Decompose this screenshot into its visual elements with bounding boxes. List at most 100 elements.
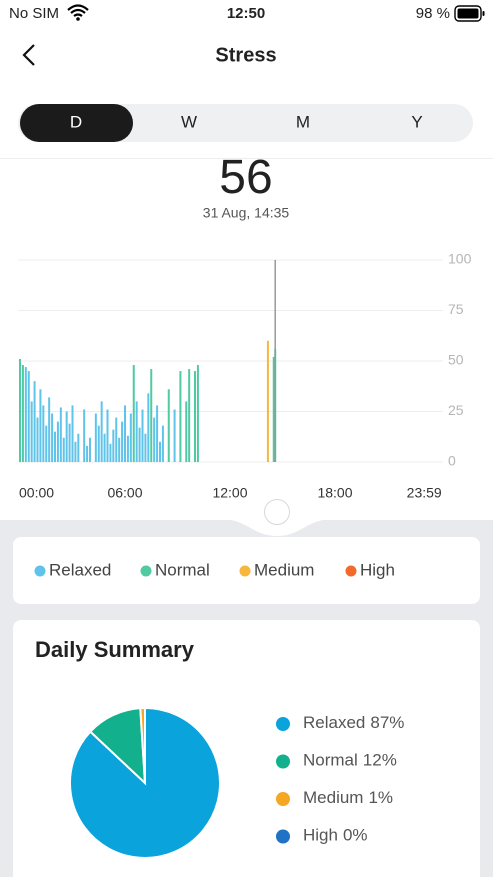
bar bbox=[129, 413, 132, 462]
x-tick-label: 00:00 bbox=[19, 485, 54, 501]
x-tick-label: 23:59 bbox=[407, 485, 442, 501]
bar bbox=[121, 421, 124, 462]
legend-dot bbox=[34, 565, 46, 577]
bar bbox=[266, 340, 269, 462]
bar bbox=[48, 397, 51, 462]
legend-label: Relaxed 87% bbox=[303, 713, 404, 732]
tab-selected[interactable] bbox=[20, 104, 133, 142]
tab-label[interactable]: W bbox=[181, 112, 197, 131]
bar bbox=[272, 356, 275, 462]
bar bbox=[94, 413, 97, 462]
bar bbox=[56, 421, 59, 462]
y-tick-label: 75 bbox=[448, 301, 464, 317]
bar bbox=[173, 409, 176, 462]
notch bbox=[220, 519, 334, 536]
bar bbox=[71, 405, 74, 462]
bar bbox=[196, 365, 199, 462]
bar bbox=[27, 371, 30, 462]
y-tick-label: 100 bbox=[448, 251, 472, 267]
bar bbox=[126, 435, 129, 462]
bar bbox=[156, 405, 159, 462]
bar bbox=[138, 427, 141, 462]
legend-category: Normal bbox=[303, 751, 358, 770]
legend-value: 1% bbox=[368, 788, 393, 807]
bar bbox=[51, 413, 54, 462]
legend-category: High bbox=[303, 826, 338, 845]
legend-dot bbox=[276, 754, 290, 769]
carrier: No SIM bbox=[9, 5, 59, 22]
legend-dot bbox=[276, 717, 290, 731]
slider-handle[interactable] bbox=[264, 499, 290, 525]
bar bbox=[194, 371, 196, 462]
reading-value: 56 bbox=[219, 151, 272, 204]
x-tick-label: 12:00 bbox=[212, 485, 247, 501]
legend-dot bbox=[276, 829, 290, 844]
bar bbox=[33, 381, 36, 462]
bar bbox=[54, 431, 56, 462]
battery-level: 98 % bbox=[416, 5, 450, 22]
summary-title: Daily Summary bbox=[35, 637, 195, 662]
legend-dot bbox=[345, 565, 357, 577]
bar bbox=[42, 405, 45, 462]
tab-label[interactable]: D bbox=[70, 112, 82, 131]
bar bbox=[83, 409, 86, 462]
bar bbox=[30, 401, 33, 462]
legend-dot bbox=[239, 565, 251, 577]
bar bbox=[100, 401, 103, 462]
bar bbox=[188, 369, 191, 462]
bar bbox=[150, 369, 153, 462]
bar bbox=[161, 425, 164, 462]
bar bbox=[179, 371, 182, 462]
bar bbox=[159, 441, 161, 462]
bar bbox=[106, 409, 109, 462]
legend-value: 87% bbox=[370, 713, 404, 732]
bar bbox=[77, 433, 80, 462]
legend-label: Normal bbox=[155, 560, 210, 579]
tab-label[interactable]: Y bbox=[411, 112, 422, 131]
bar bbox=[45, 425, 48, 462]
bar bbox=[124, 405, 126, 462]
bar bbox=[153, 417, 156, 462]
legend-label: Medium 1% bbox=[303, 788, 393, 807]
bar bbox=[132, 365, 135, 462]
legend-label: High bbox=[360, 560, 395, 579]
bar bbox=[24, 367, 27, 462]
legend-value: 0% bbox=[343, 826, 368, 845]
tab-bar bbox=[18, 104, 473, 142]
bar bbox=[118, 437, 121, 462]
legend-label: High 0% bbox=[303, 826, 368, 845]
bar bbox=[21, 365, 24, 462]
back-button[interactable] bbox=[22, 44, 35, 66]
tab-label[interactable]: M bbox=[296, 112, 310, 131]
legend-category: Relaxed bbox=[303, 713, 365, 732]
bar bbox=[135, 401, 138, 462]
bar bbox=[59, 407, 62, 462]
legend-label: Relaxed bbox=[49, 560, 111, 579]
bar bbox=[86, 445, 89, 462]
battery-tip bbox=[482, 11, 485, 16]
legend-label: Medium bbox=[254, 560, 314, 579]
bar bbox=[68, 423, 71, 462]
bar bbox=[74, 441, 77, 462]
bar bbox=[89, 437, 91, 462]
page-title: Stress bbox=[215, 44, 276, 66]
legend-dot bbox=[276, 792, 290, 806]
wifi-icon bbox=[67, 4, 89, 17]
bar bbox=[103, 433, 106, 462]
bar bbox=[62, 437, 65, 462]
bar bbox=[65, 411, 68, 462]
y-tick-label: 50 bbox=[448, 352, 464, 368]
bar bbox=[141, 409, 144, 462]
legend-value: 12% bbox=[363, 751, 397, 770]
bar bbox=[97, 425, 100, 462]
wifi-dot bbox=[76, 17, 80, 21]
y-tick-label: 0 bbox=[448, 453, 456, 469]
legend-dot bbox=[140, 565, 152, 577]
bar bbox=[39, 389, 42, 462]
y-tick-label: 25 bbox=[448, 402, 464, 418]
bar bbox=[144, 433, 147, 462]
battery-fill bbox=[457, 8, 479, 19]
bar bbox=[19, 358, 21, 462]
